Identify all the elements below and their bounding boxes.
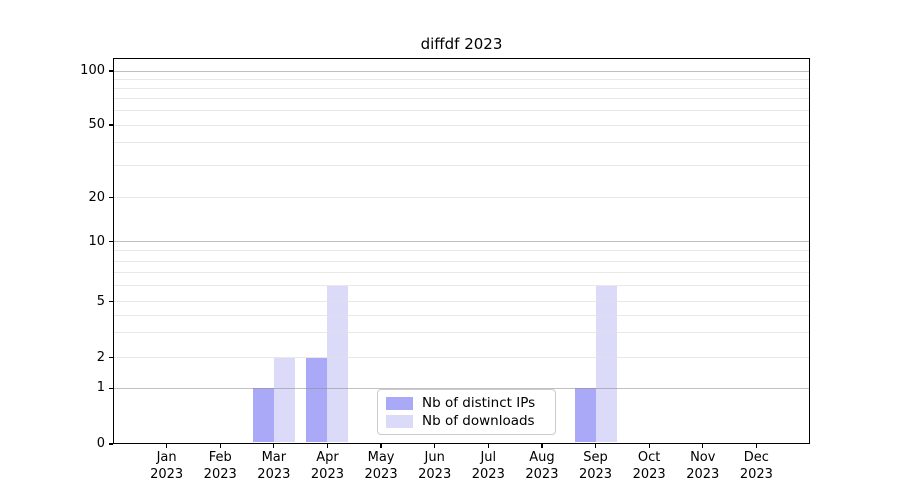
- x-tick-label-aug: Aug 2023: [512, 450, 572, 483]
- x-tick-mark: [219, 444, 221, 448]
- x-tick-mark: [273, 444, 275, 448]
- x-tick-mark: [541, 444, 543, 448]
- x-tick-mark: [594, 444, 597, 448]
- legend-swatch-downloads: [386, 414, 413, 428]
- legend-item-downloads: Nb of downloads: [386, 413, 547, 429]
- bar-distinct-ips-sep: [574, 388, 596, 443]
- y-tick-label: 0: [96, 436, 105, 451]
- minor-gridline: [114, 301, 809, 303]
- y-tick-mark: [109, 241, 113, 243]
- chart-title: diffdf 2023: [420, 35, 503, 53]
- x-tick-mark: [326, 444, 329, 448]
- x-tick-label-jan: Jan 2023: [137, 450, 197, 483]
- x-tick-year: 2023: [578, 466, 613, 482]
- y-tick-label: 2: [96, 349, 105, 365]
- x-tick-month: Feb: [208, 450, 232, 465]
- y-tick-label: 100: [80, 63, 105, 78]
- minor-gridline: [114, 314, 809, 316]
- y-tick-mark: [109, 70, 113, 72]
- y-tick-label: 5: [96, 293, 105, 309]
- x-tick-month: Jul: [480, 450, 497, 465]
- major-gridline: [114, 70, 809, 72]
- x-tick-year: 2023: [310, 466, 344, 482]
- x-tick-year: 2023: [364, 466, 398, 482]
- minor-gridline: [114, 98, 809, 100]
- minor-gridline: [114, 142, 809, 144]
- x-tick-year: 2023: [471, 466, 505, 482]
- y-tick-mark: [109, 301, 113, 303]
- minor-gridline: [114, 357, 809, 359]
- x-tick-label-sep: Sep 2023: [566, 450, 626, 483]
- legend-label-downloads: Nb of downloads: [422, 413, 535, 429]
- x-tick-month: May: [367, 450, 395, 465]
- x-tick-year: 2023: [150, 466, 184, 482]
- legend-label-distinct-ips: Nb of distinct IPs: [422, 395, 536, 411]
- bar-distinct-ips-apr: [306, 357, 328, 443]
- x-tick-year: 2023: [525, 466, 559, 482]
- legend: Nb of distinct IPs Nb of downloads: [377, 389, 556, 435]
- bar-distinct-ips-mar: [252, 388, 274, 443]
- minor-gridline: [114, 250, 809, 252]
- x-tick-year: 2023: [686, 466, 720, 482]
- major-gridline: [114, 387, 809, 389]
- x-tick-year: 2023: [203, 466, 237, 482]
- minor-gridline: [114, 332, 809, 334]
- x-tick-month: Jan: [156, 450, 177, 465]
- y-tick-label: 1: [96, 380, 105, 396]
- legend-item-distinct-ips: Nb of distinct IPs: [386, 395, 547, 411]
- minor-gridline: [114, 285, 809, 287]
- x-tick-month: Nov: [690, 450, 716, 465]
- y-tick-label: 20: [88, 189, 105, 205]
- minor-gridline: [114, 78, 809, 80]
- x-tick-mark: [380, 444, 382, 448]
- minor-gridline: [114, 87, 809, 89]
- minor-gridline: [114, 260, 809, 262]
- legend-swatch-distinct-ips: [386, 396, 413, 410]
- x-tick-label-jun: Jun 2023: [405, 450, 465, 483]
- x-tick-label-feb: Feb 2023: [190, 450, 250, 483]
- x-tick-mark: [648, 444, 650, 448]
- x-tick-label-mar: Mar 2023: [244, 450, 304, 483]
- y-tick-mark: [109, 443, 113, 445]
- y-tick-mark: [109, 197, 113, 199]
- minor-gridline: [114, 165, 809, 167]
- x-tick-year: 2023: [739, 466, 773, 482]
- x-tick-year: 2023: [418, 466, 452, 482]
- x-tick-year: 2023: [257, 466, 291, 482]
- y-tick-mark: [109, 387, 113, 389]
- x-tick-month: Mar: [261, 450, 287, 465]
- bar-downloads-apr: [327, 285, 349, 443]
- bar-downloads-mar: [273, 357, 295, 443]
- x-tick-month: Aug: [529, 450, 555, 465]
- x-tick-month: Dec: [743, 450, 769, 465]
- x-tick-label-may: May 2023: [351, 450, 411, 483]
- y-tick-label: 10: [88, 233, 105, 249]
- x-tick-mark: [434, 444, 436, 448]
- x-tick-month: Jun: [424, 450, 445, 465]
- y-tick-mark: [109, 124, 113, 126]
- x-tick-month: Sep: [583, 450, 608, 465]
- x-tick-label-oct: Oct 2023: [619, 450, 679, 483]
- y-tick-mark: [109, 357, 113, 359]
- x-tick-year: 2023: [632, 466, 666, 482]
- x-tick-label-jul: Jul 2023: [458, 450, 518, 483]
- x-tick-mark: [755, 444, 757, 448]
- x-tick-label-nov: Nov 2023: [673, 450, 733, 483]
- bar-downloads-sep: [595, 285, 617, 443]
- minor-gridline: [114, 197, 809, 199]
- minor-gridline: [114, 272, 809, 274]
- x-tick-label-dec: Dec 2023: [726, 450, 786, 483]
- x-tick-mark: [166, 444, 168, 448]
- minor-gridline: [114, 110, 809, 112]
- x-tick-mark: [487, 444, 489, 448]
- x-tick-mark: [702, 444, 704, 448]
- x-tick-month: Oct: [637, 450, 661, 465]
- y-tick-label: 50: [88, 117, 105, 132]
- x-tick-label-apr: Apr 2023: [297, 450, 357, 483]
- major-gridline: [114, 241, 809, 243]
- minor-gridline: [114, 124, 809, 126]
- x-tick-month: Apr: [316, 450, 339, 465]
